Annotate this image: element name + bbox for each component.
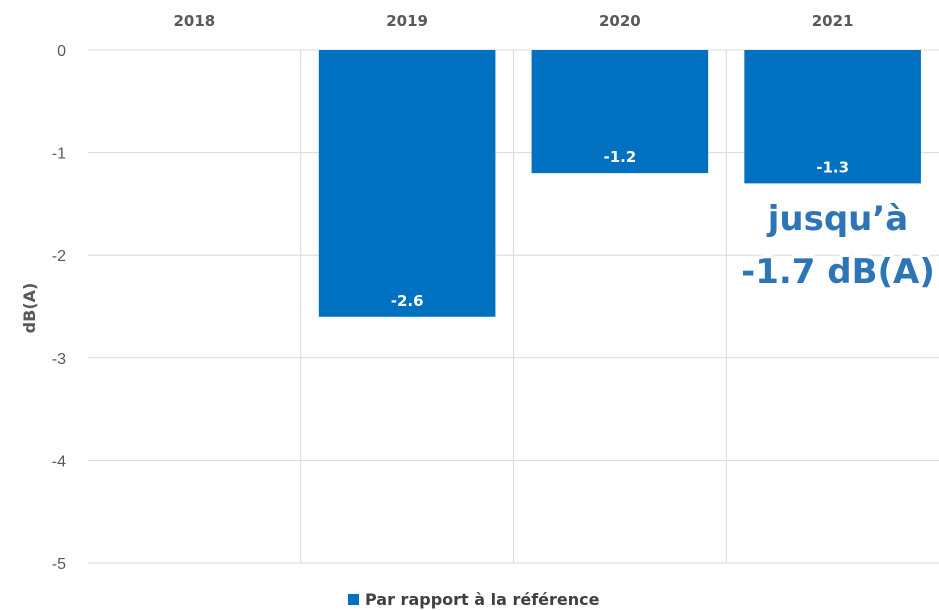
y-axis-tick-labels: 0 -1 -2 -3 -4 -5: [52, 43, 66, 573]
data-label: -1.2: [603, 148, 636, 166]
y-axis-title: dB(A): [20, 283, 39, 334]
data-label: -1.3: [816, 158, 849, 176]
bar: [744, 50, 921, 184]
y-tick-label: 0: [57, 43, 66, 60]
bar: [531, 50, 709, 174]
data-labels: -2.6 -1.2 -1.3: [391, 148, 849, 310]
legend-swatch: [348, 594, 359, 605]
category-label: 2021: [812, 12, 854, 30]
category-label: 2018: [174, 12, 216, 30]
y-tick-label: -5: [52, 556, 66, 573]
category-label: 2020: [599, 12, 641, 30]
y-tick-label: -4: [52, 453, 66, 470]
data-label: -2.6: [391, 292, 424, 310]
y-tick-label: -1: [52, 146, 66, 163]
gridlines: [88, 49, 939, 564]
bar: [318, 50, 496, 317]
annotation-line1: jusqu’à: [766, 199, 909, 239]
annotation: jusqu’à -1.7 dB(A): [738, 196, 939, 296]
y-tick-label: -3: [52, 351, 66, 368]
legend: Par rapport à la référence: [348, 590, 600, 609]
legend-label: Par rapport à la référence: [365, 590, 600, 609]
category-labels: 2018 2019 2020 2021: [174, 12, 854, 30]
category-label: 2019: [386, 12, 428, 30]
annotation-line2: -1.7 dB(A): [741, 252, 935, 292]
y-tick-label: -2: [52, 248, 66, 265]
bars: [318, 50, 921, 317]
